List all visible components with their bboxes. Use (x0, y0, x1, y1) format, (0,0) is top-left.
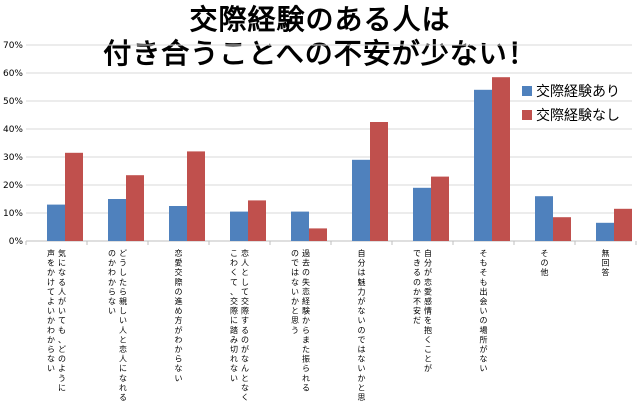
x-category-label: 無回答 (602, 248, 610, 277)
y-tick-label: 60% (3, 69, 23, 79)
chart-title-line-1: 交際経験のある人は (189, 3, 451, 36)
y-tick-label: 40% (3, 125, 23, 135)
x-category-label: 自分が恋愛感情を抱くことが (424, 248, 432, 373)
x-category-label: できるのか不安だ (413, 249, 421, 325)
x-category-label: どうしたら親しい人と恋人になれる (119, 249, 127, 402)
x-category-label: 自分は魅力がないのではないかと思う (358, 248, 366, 403)
y-tick-label: 10% (3, 209, 23, 219)
x-category-label: 恋愛交際の進め方がわからない (175, 248, 183, 383)
y-tick-label: 50% (3, 97, 23, 107)
bar-with-experience (47, 204, 65, 241)
bar-with-experience (230, 211, 248, 241)
chart-title-line-2: 付き合うことへの不安が少ない！ (103, 37, 537, 70)
bar-with-experience (596, 222, 614, 241)
bar-without-experience (553, 217, 571, 241)
bar-without-experience (431, 176, 449, 241)
bar-with-experience (291, 211, 309, 241)
bar-without-experience (187, 151, 205, 241)
bar-without-experience (248, 200, 266, 241)
bar-with-experience (413, 187, 431, 241)
x-category-label: 恋人として交際するのがなんとなく (241, 248, 249, 402)
bar-with-experience (535, 196, 553, 241)
legend-swatch (522, 110, 532, 120)
legend-label: 交際経験なし (536, 107, 620, 124)
bar-without-experience (370, 122, 388, 241)
y-tick-label: 0% (9, 237, 24, 247)
legend-label: 交際経験あり (536, 83, 620, 100)
bar-without-experience (614, 208, 632, 241)
bar-with-experience (108, 199, 126, 241)
bar-without-experience (309, 228, 327, 241)
bar-without-experience (492, 77, 510, 241)
x-category-label: こわくて、交際に踏み切れない (230, 249, 238, 383)
bar-without-experience (65, 152, 83, 241)
x-category-label: そもそも出会いの場所がない (480, 249, 488, 373)
x-category-label: 過去の失恋経験からまた振られる (302, 248, 310, 392)
y-tick-label: 70% (3, 41, 23, 51)
x-category-label: 声をかけてよいかわからない (47, 248, 55, 373)
legend-swatch (522, 86, 532, 96)
bar-with-experience (169, 206, 187, 241)
x-category-label: のではないかと思う (291, 249, 299, 335)
x-category-label: のかわからない (108, 249, 116, 316)
bar-without-experience (126, 175, 144, 241)
y-tick-label: 20% (3, 181, 23, 191)
y-tick-label: 30% (3, 153, 23, 163)
bar-with-experience (352, 159, 370, 241)
x-category-label: その他 (541, 249, 549, 277)
bar-with-experience (474, 89, 492, 241)
x-category-label: 気になる人がいても、どのように (58, 248, 66, 392)
